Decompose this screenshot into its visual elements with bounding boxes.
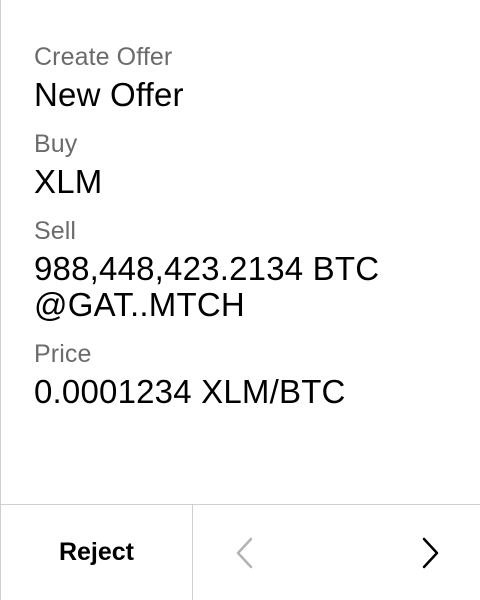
price-label: Price [34, 340, 92, 368]
sell-field: Sell 988,448,423.2134 BTC @GAT..MTCH [34, 214, 464, 323]
offer-header-value: New Offer [34, 76, 184, 113]
previous-button[interactable] [213, 505, 277, 600]
buy-value: XLM [34, 163, 103, 200]
offer-details: Create Offer New Offer Buy XLM Sell 988,… [34, 40, 464, 424]
sell-issuer: @GAT..MTCH [34, 286, 245, 323]
reject-button[interactable]: Reject [1, 505, 193, 600]
buy-field: Buy XLM [34, 127, 464, 200]
sell-amount: 988,448,423.2134 BTC [34, 250, 380, 287]
chevron-left-icon [233, 535, 257, 571]
buy-label: Buy [34, 130, 78, 158]
page-navigation [193, 505, 480, 600]
action-footer: Reject [1, 504, 480, 600]
sell-value: 988,448,423.2134 BTC @GAT..MTCH [34, 251, 464, 323]
offer-header-field: Create Offer New Offer [34, 40, 464, 113]
price-value: 0.0001234 XLM/BTC [34, 373, 346, 410]
sell-label: Sell [34, 217, 77, 245]
offer-header-label: Create Offer [34, 43, 173, 71]
price-field: Price 0.0001234 XLM/BTC [34, 337, 464, 410]
chevron-right-icon [418, 535, 442, 571]
next-button[interactable] [398, 505, 462, 600]
